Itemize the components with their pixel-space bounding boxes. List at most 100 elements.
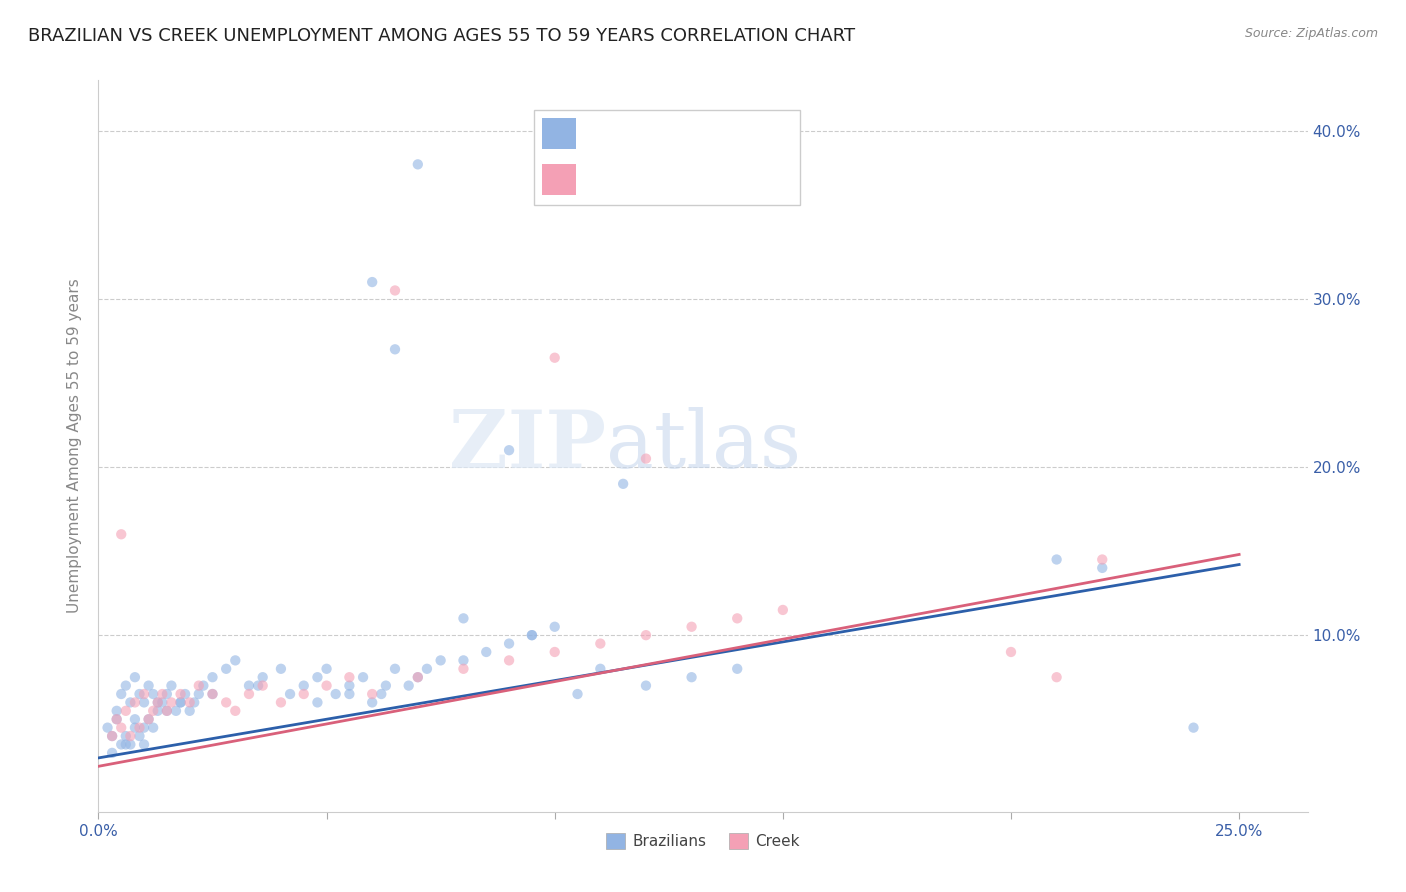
Point: [270, 695, 292, 709]
Point: [612, 476, 634, 491]
Point: [589, 636, 612, 650]
Point: [183, 695, 205, 709]
Point: [179, 695, 201, 709]
Point: [361, 687, 384, 701]
Point: [105, 712, 128, 726]
Point: [634, 679, 657, 693]
Point: [725, 611, 748, 625]
Point: [634, 451, 657, 466]
Point: [124, 670, 146, 684]
Point: [544, 351, 567, 365]
Point: [160, 695, 183, 709]
Point: [278, 687, 301, 701]
Point: [361, 275, 384, 289]
Point: [544, 620, 567, 634]
Point: [384, 662, 406, 676]
Point: [224, 704, 246, 718]
Point: [169, 687, 191, 701]
Point: [406, 157, 429, 171]
Point: [146, 695, 169, 709]
Point: [142, 687, 165, 701]
Point: [114, 704, 136, 718]
Point: [110, 687, 132, 701]
Point: [544, 645, 567, 659]
Point: [498, 653, 520, 667]
Point: [169, 695, 191, 709]
Point: [124, 712, 146, 726]
Point: [315, 679, 337, 693]
Point: [307, 670, 329, 684]
Point: [238, 679, 260, 693]
Point: [110, 738, 132, 752]
Point: [120, 729, 142, 743]
Point: [201, 670, 224, 684]
Point: [105, 712, 128, 726]
Text: BRAZILIAN VS CREEK UNEMPLOYMENT AMONG AGES 55 TO 59 YEARS CORRELATION CHART: BRAZILIAN VS CREEK UNEMPLOYMENT AMONG AG…: [28, 27, 855, 45]
Point: [337, 687, 360, 701]
Point: [634, 628, 657, 642]
Point: [520, 628, 543, 642]
Point: [193, 679, 215, 693]
Point: [416, 662, 439, 676]
Point: [201, 687, 224, 701]
Point: [252, 670, 274, 684]
Point: [110, 527, 132, 541]
Point: [224, 653, 246, 667]
Point: [292, 687, 315, 701]
Point: [498, 636, 520, 650]
Point: [374, 679, 396, 693]
Point: [1000, 645, 1022, 659]
Point: [681, 620, 703, 634]
Point: [772, 603, 794, 617]
Point: [124, 721, 146, 735]
Point: [238, 687, 260, 701]
Point: [142, 721, 165, 735]
Point: [567, 687, 589, 701]
Point: [101, 729, 124, 743]
Point: [187, 679, 209, 693]
Point: [453, 662, 475, 676]
Point: [247, 679, 270, 693]
Point: [1091, 561, 1114, 575]
Point: [96, 721, 118, 735]
Point: [307, 695, 329, 709]
Point: [370, 687, 392, 701]
Point: [156, 704, 179, 718]
Point: [406, 670, 429, 684]
Point: [110, 721, 132, 735]
Point: [187, 687, 209, 701]
Point: [132, 695, 155, 709]
Point: [128, 721, 150, 735]
Point: [105, 704, 128, 718]
Point: [215, 662, 238, 676]
Point: [361, 695, 384, 709]
Point: [138, 712, 160, 726]
Point: [114, 679, 136, 693]
Point: [174, 687, 197, 701]
Point: [498, 443, 520, 458]
Point: [146, 695, 169, 709]
Point: [165, 704, 187, 718]
Point: [384, 343, 406, 357]
Point: [475, 645, 498, 659]
Point: [114, 738, 136, 752]
Point: [337, 679, 360, 693]
Point: [120, 738, 142, 752]
Point: [101, 746, 124, 760]
Point: [146, 704, 169, 718]
Point: [681, 670, 703, 684]
Point: [453, 611, 475, 625]
Point: [120, 695, 142, 709]
Point: [128, 729, 150, 743]
Point: [132, 721, 155, 735]
Point: [142, 704, 165, 718]
Point: [128, 687, 150, 701]
Y-axis label: Unemployment Among Ages 55 to 59 years: Unemployment Among Ages 55 to 59 years: [67, 278, 83, 614]
Point: [429, 653, 451, 667]
Text: ZIP: ZIP: [450, 407, 606, 485]
Legend: Brazilians, Creek: Brazilians, Creek: [600, 827, 806, 855]
Point: [1182, 721, 1205, 735]
Point: [201, 687, 224, 701]
Point: [156, 687, 179, 701]
Point: [156, 704, 179, 718]
